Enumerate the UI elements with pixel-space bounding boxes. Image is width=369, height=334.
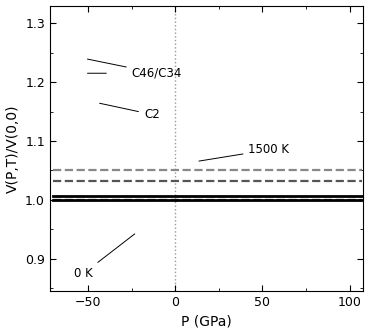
Text: C2: C2 bbox=[100, 103, 160, 121]
X-axis label: P (GPa): P (GPa) bbox=[181, 314, 232, 328]
Text: 0 K: 0 K bbox=[74, 234, 135, 280]
Y-axis label: V(P,T)/V(0,0): V(P,T)/V(0,0) bbox=[6, 104, 20, 192]
Text: 1500 K: 1500 K bbox=[199, 143, 289, 161]
Text: C46/C34: C46/C34 bbox=[87, 59, 182, 80]
